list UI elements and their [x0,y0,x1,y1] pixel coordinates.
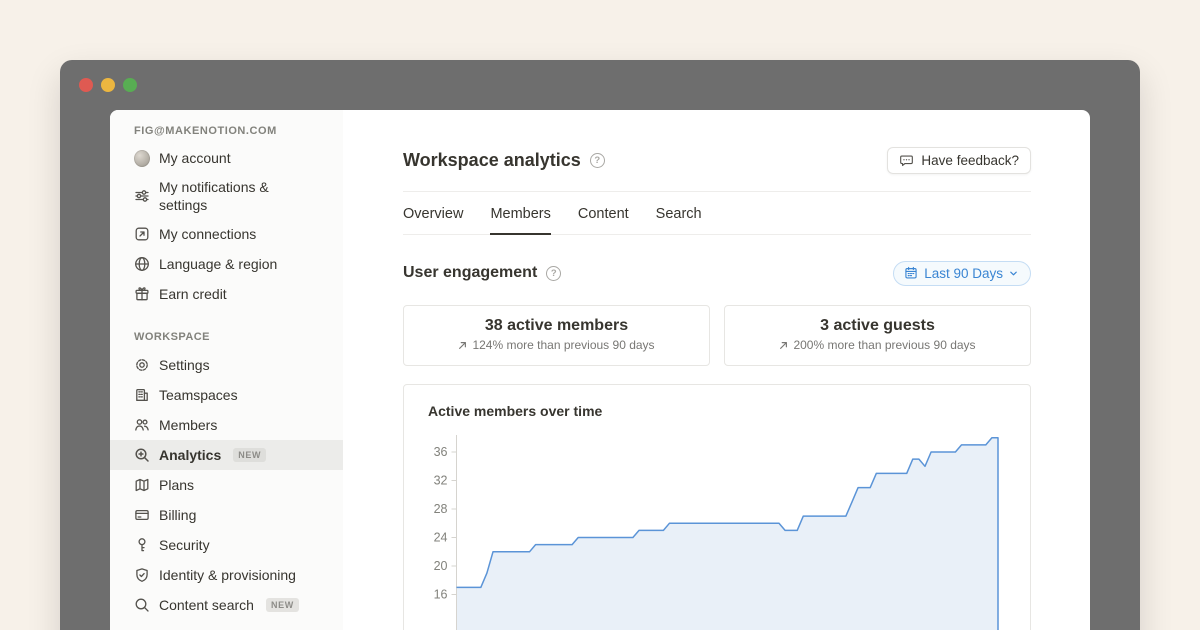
tab-search[interactable]: Search [655,206,702,222]
sidebar-item-billing[interactable]: Billing [110,500,343,530]
page-header: Workspace analytics ? Have feedback? [403,146,1031,174]
stat-cards: 38 active members 124% more than previou… [403,305,1031,366]
date-range-dropdown[interactable]: Last 90 Days [893,260,1031,286]
have-feedback-button[interactable]: Have feedback? [887,146,1031,174]
tab-content[interactable]: Content [577,206,629,222]
sidebar-item-label: My account [159,150,231,166]
help-icon[interactable]: ? [589,152,605,168]
sidebar-item-my-account[interactable]: My account [110,143,343,173]
search-icon [134,597,150,613]
sidebar-item-label: Language & region [159,256,278,272]
active-members-trend: 124% more than previous 90 days [472,338,655,352]
account-email-label: FIG@MAKENOTION.COM [134,125,277,137]
sidebar-item-content-search[interactable]: Content search NEW [110,590,343,620]
analytics-main-panel: Workspace analytics ? Have feedback? Ove… [343,110,1090,630]
sidebar-item-label: My connections [159,226,257,242]
svg-text:16: 16 [434,588,448,602]
account-avatar [134,149,150,167]
key-icon [134,537,150,553]
tab-overview[interactable]: Overview [403,206,464,222]
header-divider [403,191,1031,192]
shield-check-icon [134,567,150,583]
arrow-square-icon [134,226,150,242]
new-badge: NEW [265,598,299,612]
globe-icon [134,256,150,272]
chart-title: Active members over time [428,403,603,419]
active-members-chart-card: Active members over time 16 20 24 28 32 36 [403,384,1031,630]
sidebar-item-members[interactable]: Members [110,410,343,440]
minimize-window-button[interactable] [101,78,115,92]
sidebar-item-my-connections[interactable]: My connections [110,219,343,249]
zoom-in-icon [134,447,150,463]
active-guests-card: 3 active guests 200% more than previous … [724,305,1031,366]
sidebar-item-label: Identity & provisioning [159,567,296,583]
trend-up-icon [458,341,467,350]
sidebar-item-label: My notifications & settings [159,179,269,213]
active-members-chart: 16 20 24 28 32 36 [428,431,1006,630]
settings-sidebar: FIG@MAKENOTION.COM My account My notific… [110,110,343,630]
area-chart: 16 20 24 28 32 36 [434,435,999,630]
have-feedback-label: Have feedback? [921,152,1019,168]
sidebar-item-label: Settings [159,357,210,373]
sidebar-item-notifications-settings[interactable]: My notifications & settings [110,173,343,219]
sliders-icon [134,188,150,204]
section-title: User engagement [403,264,538,281]
people-icon [134,417,150,433]
user-engagement-header: User engagement ? Last 90 Days [403,259,1031,287]
trend-up-icon [779,341,788,350]
workspace-section-label: WORKSPACE [134,331,210,343]
map-icon [134,477,150,493]
active-guests-trend: 200% more than previous 90 days [793,338,976,352]
active-members-card: 38 active members 124% more than previou… [403,305,710,366]
svg-text:24: 24 [434,531,448,545]
gift-icon [134,286,150,302]
sidebar-item-security[interactable]: Security [110,530,343,560]
credit-card-icon [134,507,150,523]
sidebar-item-label: Security [159,537,210,553]
gear-icon [134,357,150,373]
sidebar-item-earn-credit[interactable]: Earn credit [110,279,343,309]
page-title: Workspace analytics [403,149,581,170]
sidebar-item-label: Analytics [159,447,222,463]
tab-members[interactable]: Members [490,192,551,235]
sidebar-item-settings[interactable]: Settings [110,350,343,380]
svg-text:28: 28 [434,502,448,516]
analytics-tabs: Overview Members Content Search [403,192,1031,235]
sidebar-item-label: Members [159,417,218,433]
sidebar-item-label: Content search [159,597,254,613]
settings-dialog: FIG@MAKENOTION.COM My account My notific… [110,110,1090,630]
sidebar-item-label: Plans [159,477,195,493]
active-members-value: 38 active members [484,317,629,334]
svg-text:20: 20 [434,559,448,573]
sidebar-item-plans[interactable]: Plans [110,470,343,500]
window-titlebar [60,60,1140,110]
svg-text:32: 32 [434,474,448,488]
date-range-label: Last 90 Days [924,265,1003,281]
speech-bubble-icon [899,153,914,168]
calendar-icon [904,266,918,280]
chevron-down-icon [1009,269,1018,278]
sidebar-item-teamspaces[interactable]: Teamspaces [110,380,343,410]
sidebar-item-language-region[interactable]: Language & region [110,249,343,279]
app-window: FIG@MAKENOTION.COM My account My notific… [60,60,1140,630]
zoom-window-button[interactable] [123,78,137,92]
active-guests-value: 3 active guests [820,317,935,334]
sidebar-item-label: Billing [159,507,197,523]
new-badge: NEW [233,448,267,462]
close-window-button[interactable] [79,78,93,92]
building-icon [134,387,150,403]
sidebar-item-label: Teamspaces [159,387,238,403]
sidebar-item-identity-provisioning[interactable]: Identity & provisioning [110,560,343,590]
help-icon[interactable]: ? [546,265,562,281]
sidebar-item-analytics[interactable]: Analytics NEW [110,440,343,470]
sidebar-item-label: Earn credit [159,286,227,302]
svg-text:36: 36 [434,445,448,459]
